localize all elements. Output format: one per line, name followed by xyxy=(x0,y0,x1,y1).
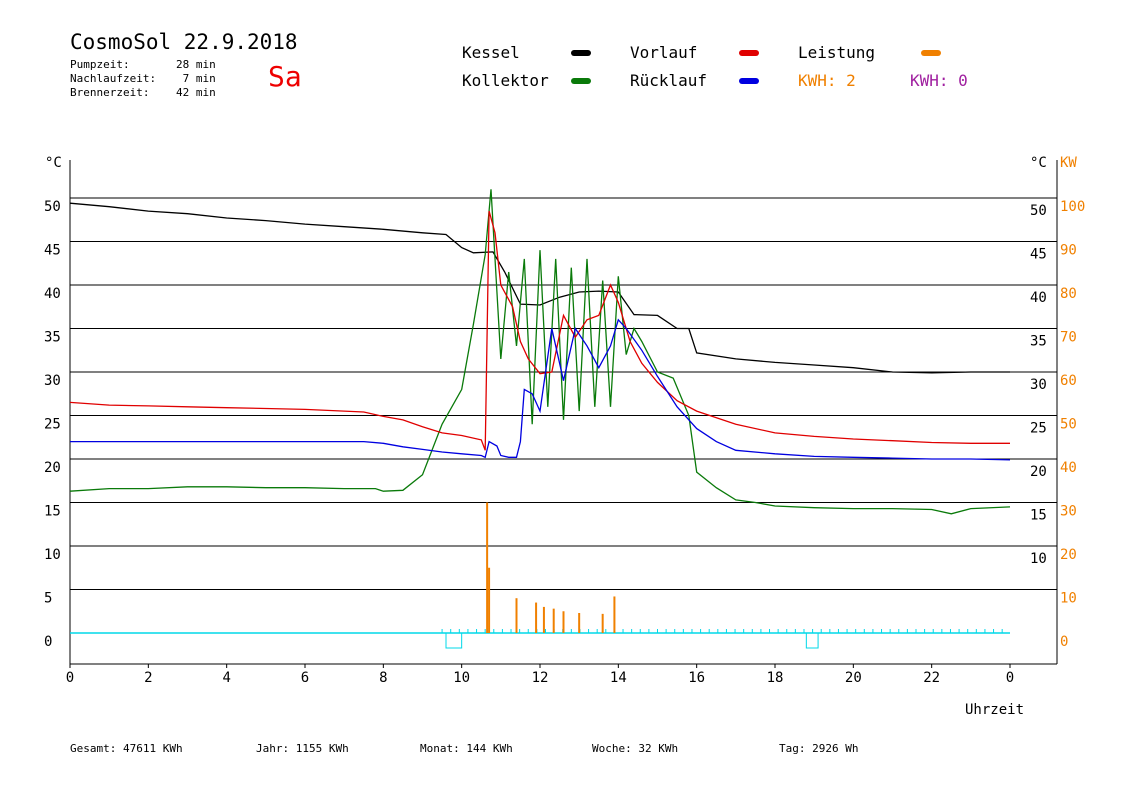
footer-gesamt: Gesamt: 47611 KWh xyxy=(70,742,183,755)
brennerzeit-label: Brennerzeit: 42 min xyxy=(70,86,216,99)
legend-kollektor-swatch xyxy=(571,78,591,84)
y2-tick-label: 30 xyxy=(1060,504,1077,520)
y-tick-label-right: 15 xyxy=(1030,508,1047,524)
y2-tick-label: 70 xyxy=(1060,330,1077,346)
y-tick-label-right: 40 xyxy=(1030,290,1047,306)
x-tick-label: 2 xyxy=(144,670,152,686)
x-axis-label: Uhrzeit xyxy=(965,702,1024,718)
y-tick-label: 50 xyxy=(44,199,61,215)
x-tick-label: 16 xyxy=(688,670,705,686)
x-tick-label: 18 xyxy=(767,670,784,686)
x-tick-label: 10 xyxy=(453,670,470,686)
y-tick-label: 30 xyxy=(44,373,61,389)
y-tick-label-right: 10 xyxy=(1030,551,1047,567)
x-tick-label: 14 xyxy=(610,670,627,686)
y-tick-label: 20 xyxy=(44,460,61,476)
x-tick-label: 8 xyxy=(379,670,387,686)
x-tick-label: 0 xyxy=(66,670,74,686)
legend-kessel-swatch xyxy=(571,50,591,56)
series-line-vorlauf xyxy=(69,210,1010,451)
pump-activity xyxy=(70,629,1010,649)
y-tick-label: 15 xyxy=(44,504,61,520)
y2-tick-label: 10 xyxy=(1060,591,1077,607)
x-tick-label: 0 xyxy=(1006,670,1014,686)
y-tick-label-right: 25 xyxy=(1030,421,1047,437)
y2-tick-label: 80 xyxy=(1060,286,1077,302)
x-tick-label: 12 xyxy=(532,670,549,686)
x-tick-label: 4 xyxy=(222,670,230,686)
y-tick-label: 5 xyxy=(44,591,52,607)
y-tick-label-right: 35 xyxy=(1030,334,1047,350)
y2-axis-unit: KW xyxy=(1060,155,1077,171)
series-lines xyxy=(69,189,1011,633)
x-tick-label: 22 xyxy=(923,670,940,686)
legend-vorlauf-label: Vorlauf xyxy=(630,43,698,62)
series-line-kessel xyxy=(69,202,1010,374)
pump-window xyxy=(805,632,819,649)
x-tick-label: 6 xyxy=(301,670,309,686)
y-tick-label: 10 xyxy=(44,547,61,563)
y2-tick-label: 100 xyxy=(1060,199,1085,215)
y-tick-label: 25 xyxy=(44,417,61,433)
y-tick-label-right: 30 xyxy=(1030,377,1047,393)
y-tick-label: 35 xyxy=(44,330,61,346)
y-tick-label: 0 xyxy=(44,634,52,650)
legend-kwh-brenner: KWH: 0 xyxy=(910,71,968,90)
y-tick-label: 45 xyxy=(44,243,61,259)
y-tick-label: 40 xyxy=(44,286,61,302)
y2-tick-label: 90 xyxy=(1060,243,1077,259)
y2-tick-label: 60 xyxy=(1060,373,1077,389)
pump-window xyxy=(445,632,463,649)
footer-woche: Woche: 32 KWh xyxy=(592,742,679,755)
y-tick-label-right: 50 xyxy=(1030,203,1047,219)
y2-tick-label: 50 xyxy=(1060,417,1077,433)
footer-tag: Tag: 2926 Wh xyxy=(779,742,859,755)
legend-leistung-label: Leistung xyxy=(798,43,876,62)
nachlaufzeit-label: Nachlaufzeit: 7 min xyxy=(70,72,216,85)
footer-jahr: Jahr: 1155 KWh xyxy=(256,742,349,755)
legend-ruecklauf-label: Rücklauf xyxy=(630,71,708,90)
y2-tick-label: 0 xyxy=(1060,634,1068,650)
legend-kwh-solar: KWH: 2 xyxy=(798,71,856,90)
footer-monat: Monat: 144 KWh xyxy=(420,742,513,755)
legend-kessel-label: Kessel xyxy=(462,43,520,62)
series-line-ruecklauf xyxy=(70,318,1011,461)
chart-title: CosmoSol 22.9.2018 xyxy=(70,30,298,54)
legend-vorlauf-swatch xyxy=(739,50,759,56)
chart-grid xyxy=(70,197,1057,590)
legend-leistung-swatch xyxy=(921,50,941,56)
y2-tick-label: 40 xyxy=(1060,460,1077,476)
y-axis-unit-left: °C xyxy=(45,155,62,171)
weekday-label: Sa xyxy=(268,60,302,93)
y-axis-unit-right: °C xyxy=(1030,155,1047,171)
pumpzeit-label: Pumpzeit: 28 min xyxy=(70,58,216,71)
y-tick-label-right: 45 xyxy=(1030,247,1047,263)
y-tick-label-right: 20 xyxy=(1030,464,1047,480)
legend-kollektor-label: Kollektor xyxy=(462,71,549,90)
y2-tick-label: 20 xyxy=(1060,547,1077,563)
legend-ruecklauf-swatch xyxy=(739,78,759,84)
chart-axes xyxy=(69,160,1058,668)
x-tick-label: 20 xyxy=(845,670,862,686)
series-line-kollektor xyxy=(69,189,1011,515)
